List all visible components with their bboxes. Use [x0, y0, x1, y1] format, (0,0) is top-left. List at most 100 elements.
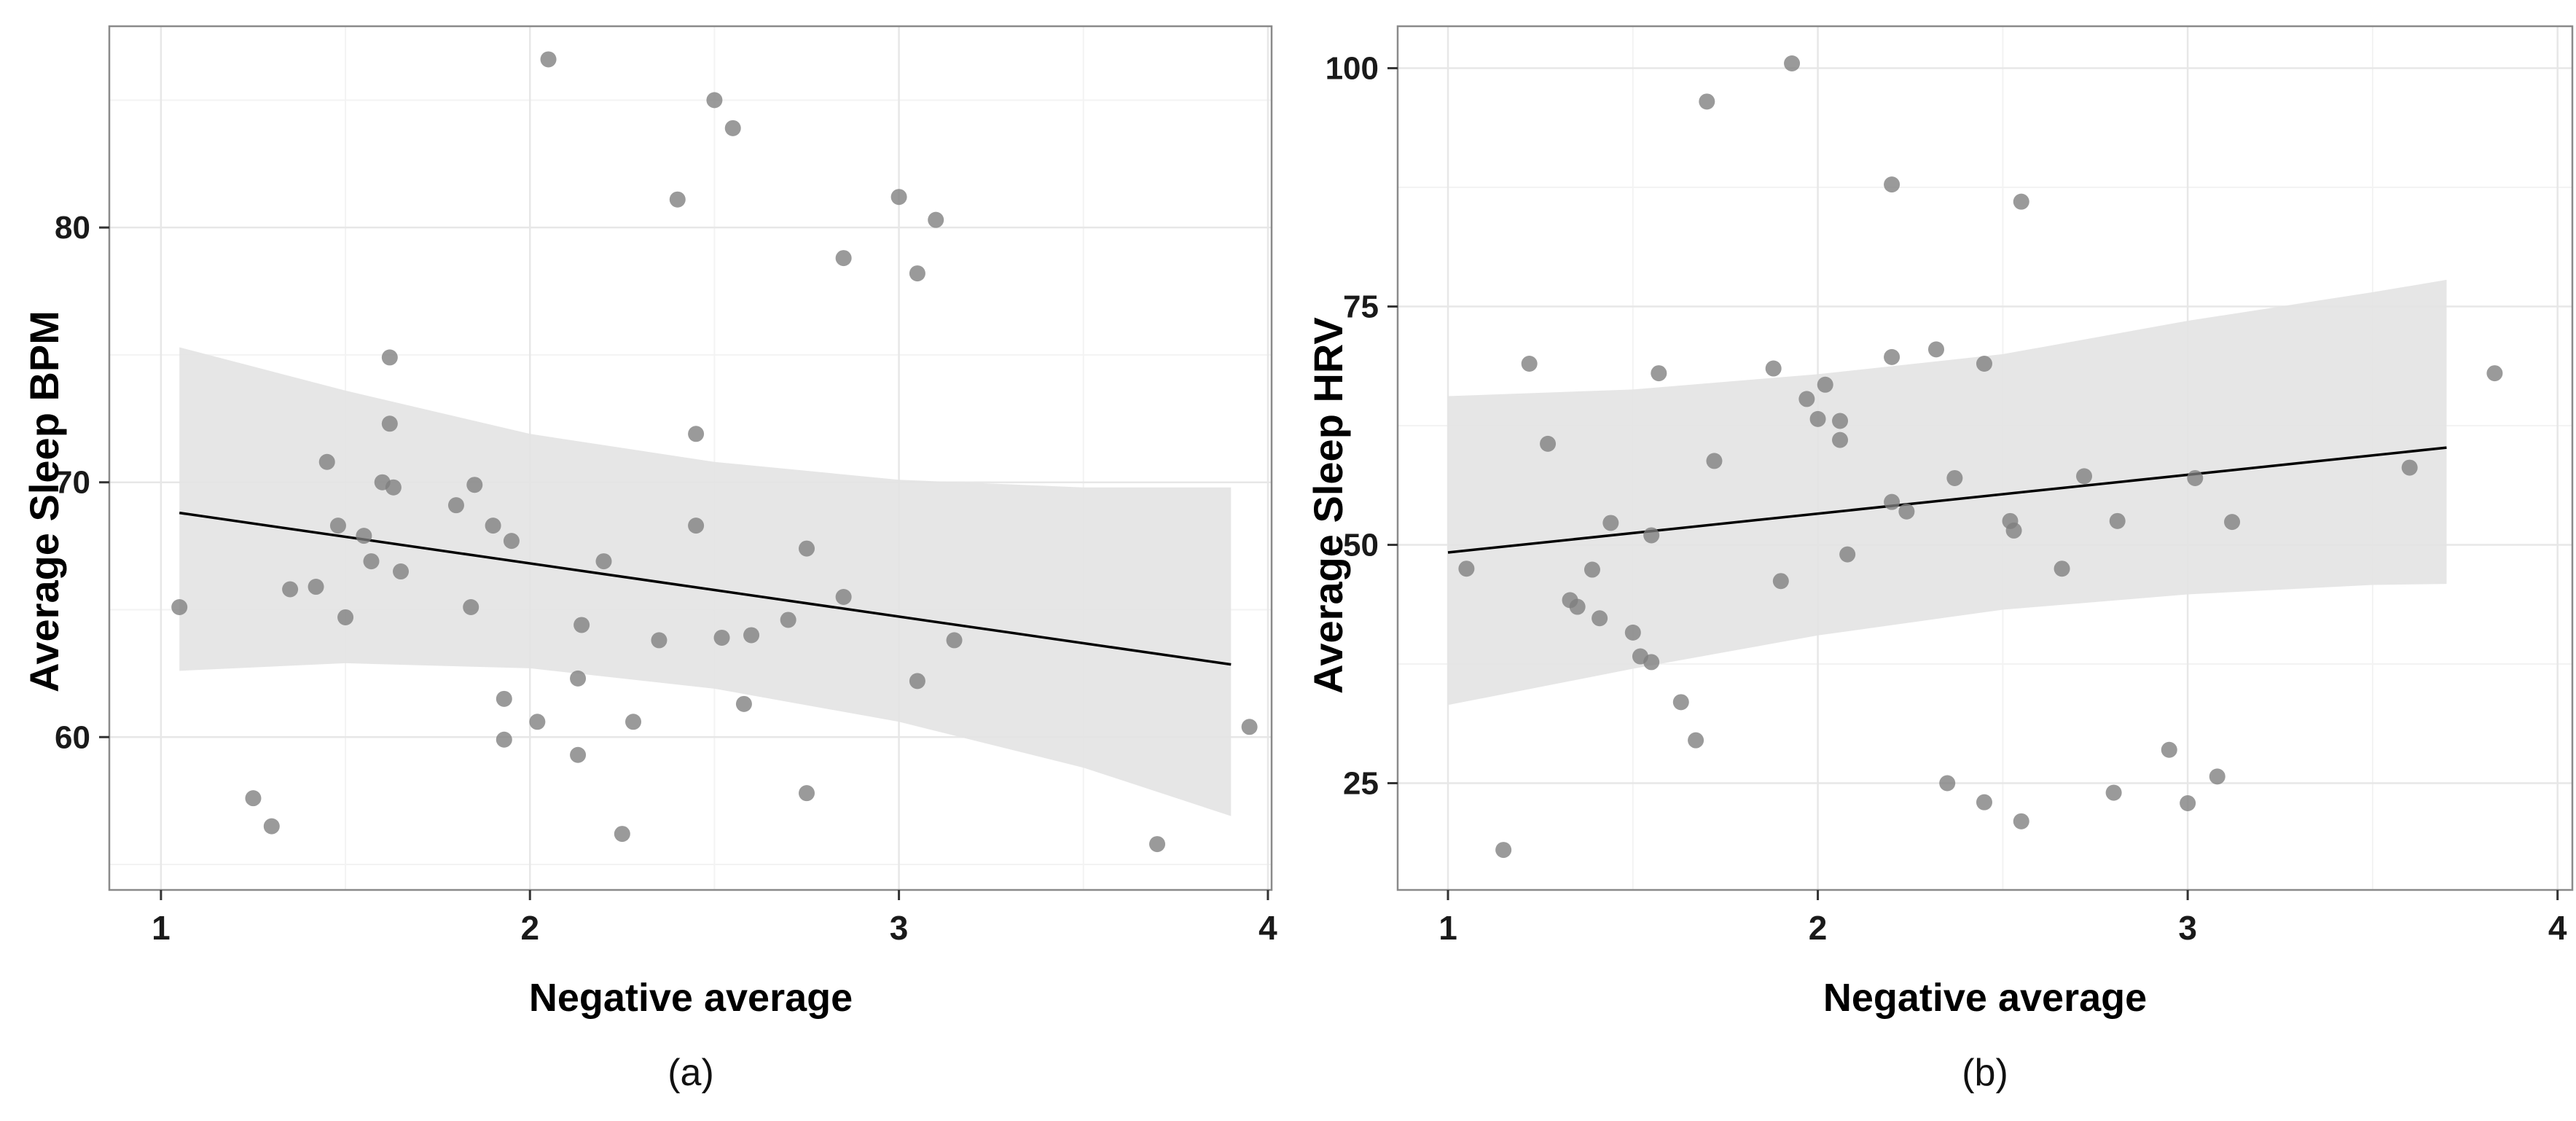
data-point [1495, 842, 1512, 859]
data-point [688, 426, 705, 442]
data-point [1946, 469, 1963, 486]
data-point [2005, 522, 2022, 539]
data-point [2054, 560, 2070, 577]
data-point [2109, 512, 2126, 529]
data-point [780, 612, 796, 628]
data-point [614, 826, 630, 843]
grid-minor [109, 26, 1272, 890]
data-point [688, 517, 705, 534]
data-point [1458, 560, 1475, 577]
data-point [485, 517, 501, 534]
data-point [1643, 654, 1660, 671]
data-point [2187, 469, 2204, 486]
data-point [393, 563, 410, 580]
data-point [928, 211, 944, 228]
data-point [1602, 515, 1619, 531]
data-point [2401, 459, 2418, 476]
data-point [2105, 784, 2122, 801]
data-point [282, 581, 299, 598]
data-point [1976, 356, 1992, 372]
data-point [1798, 391, 1815, 407]
data-point [1772, 573, 1789, 590]
data-point [835, 589, 852, 606]
data-point [1976, 794, 1992, 811]
data-point [1643, 527, 1660, 544]
caption-b: (b) [1962, 1052, 2008, 1094]
data-point [363, 553, 380, 570]
data-point [245, 790, 262, 807]
data-point [447, 497, 464, 514]
data-point [337, 609, 354, 625]
data-point [496, 690, 512, 707]
x-axis-title-b: Negative average [1823, 976, 2148, 1020]
y-tick-label: 60 [55, 719, 90, 755]
data-point [1817, 376, 1833, 393]
data-point [1809, 410, 1826, 427]
data-point [570, 670, 587, 687]
data-point [356, 528, 372, 544]
x-tick-label: 3 [890, 909, 909, 947]
data-point [2209, 768, 2225, 785]
data-point [171, 598, 188, 615]
data-point [1583, 561, 1600, 578]
y-axis-title-b: Average Sleep HRV [1305, 317, 1351, 694]
data-point [573, 617, 590, 633]
data-point [1784, 55, 1801, 72]
x-tick-label: 1 [1438, 909, 1457, 947]
data-point [713, 629, 730, 646]
x-tick-label: 2 [520, 909, 539, 947]
data-point [1839, 546, 1856, 563]
data-point [463, 598, 479, 615]
data-point [909, 265, 925, 282]
confidence-band [1448, 279, 2447, 706]
data-point [909, 673, 925, 690]
regression-line [1447, 446, 2447, 554]
x-tick-label: 1 [152, 909, 171, 947]
panel-border [1396, 25, 2574, 891]
data-point [263, 818, 280, 835]
x-axis-title-a: Negative average [528, 976, 853, 1020]
scatter-panel-b: 1 2 3 4 25 50 75 100 [1326, 25, 2574, 947]
data-point [1624, 624, 1641, 641]
data-point [1540, 435, 1557, 452]
data-point [318, 453, 335, 470]
x-tick-label: 2 [1809, 909, 1828, 947]
data-point [2161, 741, 2177, 758]
data-point [1832, 431, 1849, 448]
data-point [651, 632, 668, 649]
x-tick-label: 4 [2548, 909, 2567, 947]
x-tick-label: 3 [2178, 909, 2197, 947]
regression-line [179, 511, 1232, 666]
scatter-points [1458, 55, 2503, 859]
data-point [1884, 493, 1900, 510]
data-point [1569, 598, 1586, 615]
y-tick-label: 25 [1343, 766, 1379, 802]
data-point [329, 517, 346, 534]
data-point [1884, 176, 1900, 193]
data-point [1706, 453, 1723, 469]
data-point [799, 540, 815, 557]
y-tick-label: 100 [1326, 51, 1379, 87]
data-point [669, 191, 686, 208]
y-tick-label: 80 [55, 210, 90, 246]
data-point [1149, 836, 1166, 853]
data-point [466, 477, 483, 493]
data-point [890, 189, 907, 206]
y-tick-label: 70 [55, 465, 90, 501]
data-point [2224, 514, 2241, 531]
data-point [1898, 503, 1915, 520]
data-point [724, 120, 741, 136]
data-point [2180, 794, 2196, 811]
data-point [799, 785, 815, 802]
data-point [625, 714, 642, 730]
data-point [496, 731, 512, 748]
data-point [1884, 348, 1900, 365]
x-tick-label: 4 [1258, 909, 1277, 947]
y-axis-title-a: Average Sleep BPM [21, 310, 67, 692]
data-point [946, 632, 963, 649]
data-point [308, 579, 324, 595]
data-point [2013, 193, 2029, 210]
data-point [385, 479, 402, 496]
scatter-points [171, 51, 1258, 853]
confidence-band [179, 347, 1232, 816]
